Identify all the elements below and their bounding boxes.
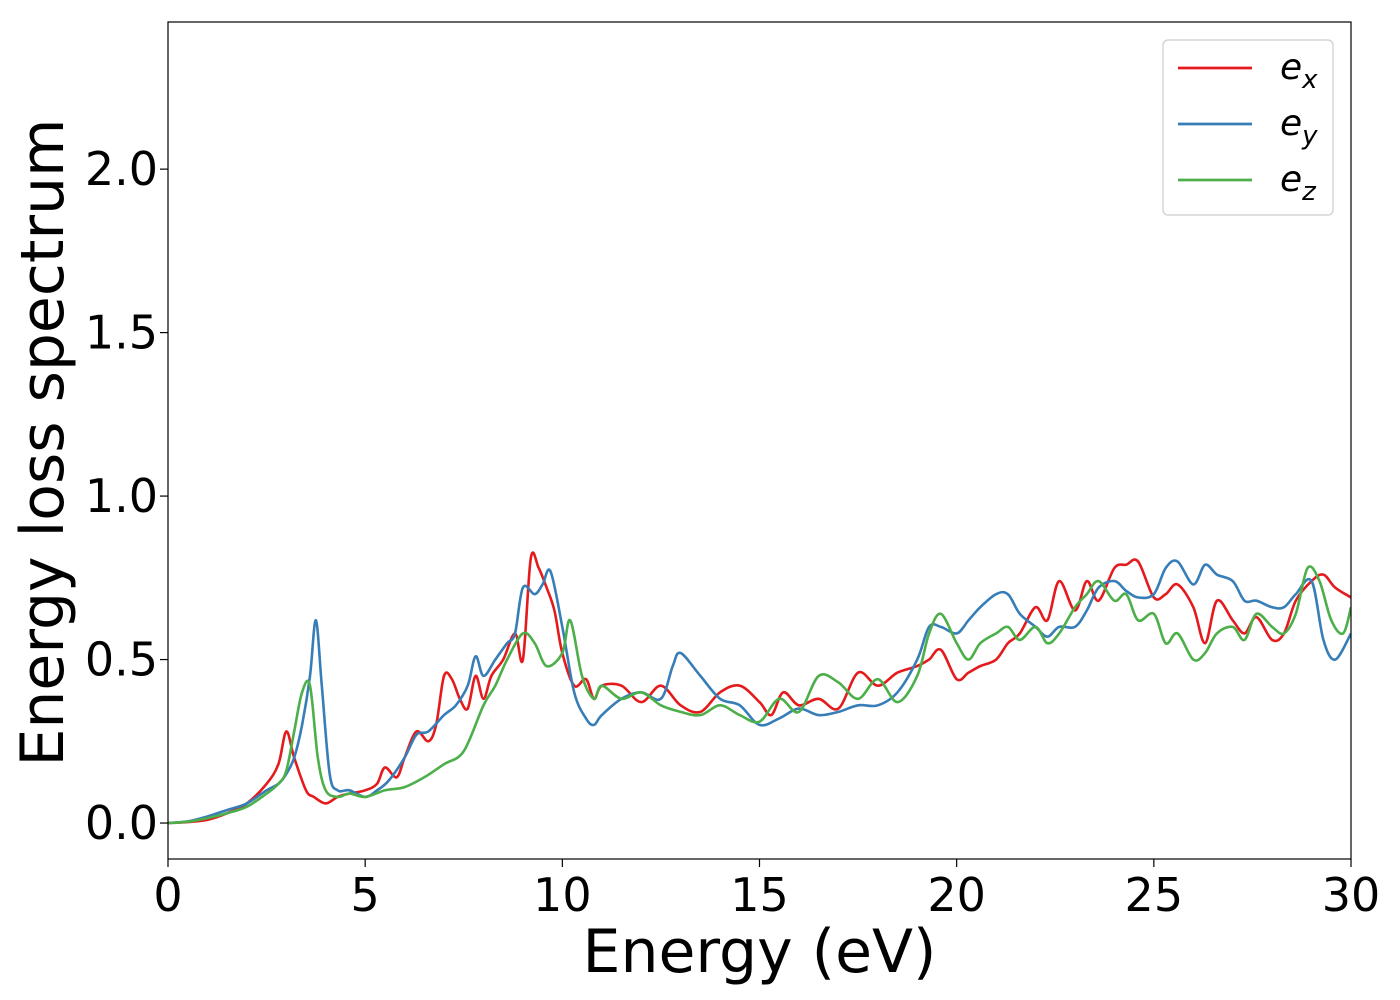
y-tick-label: 0.5 — [85, 633, 158, 687]
y-tick-label: 1.5 — [85, 306, 158, 360]
series-line-e-x — [168, 551, 1351, 825]
y-tick-label: 0.0 — [85, 796, 158, 850]
y-axis-title: Energy loss spectrum — [8, 118, 78, 766]
legend-box — [1162, 39, 1334, 216]
series-layer — [168, 551, 1351, 825]
x-tick-label: 15 — [730, 868, 789, 922]
y-tick-label: 2.0 — [85, 142, 158, 196]
legend: ex ey ez — [1162, 39, 1334, 216]
legend-label-e-z: ez — [1280, 159, 1317, 207]
series-line-e-y — [168, 559, 1351, 825]
x-axis-ticks: 0 5 10 15 20 25 30 — [153, 859, 1380, 922]
x-tick-label: 20 — [927, 868, 986, 922]
x-axis-title: Energy (eV) — [583, 917, 937, 987]
x-tick-label: 30 — [1322, 868, 1381, 922]
legend-label-e-x: ex — [1280, 47, 1318, 95]
x-tick-label: 0 — [153, 868, 182, 922]
x-tick-label: 10 — [533, 868, 592, 922]
x-tick-label: 5 — [351, 868, 380, 922]
legend-label-e-y: ey — [1280, 103, 1318, 151]
series-line-e-z — [168, 565, 1351, 825]
y-tick-label: 1.0 — [85, 469, 158, 523]
y-axis-ticks: 0.0 0.5 1.0 1.5 2.0 — [85, 142, 168, 850]
x-tick-label: 25 — [1125, 868, 1184, 922]
